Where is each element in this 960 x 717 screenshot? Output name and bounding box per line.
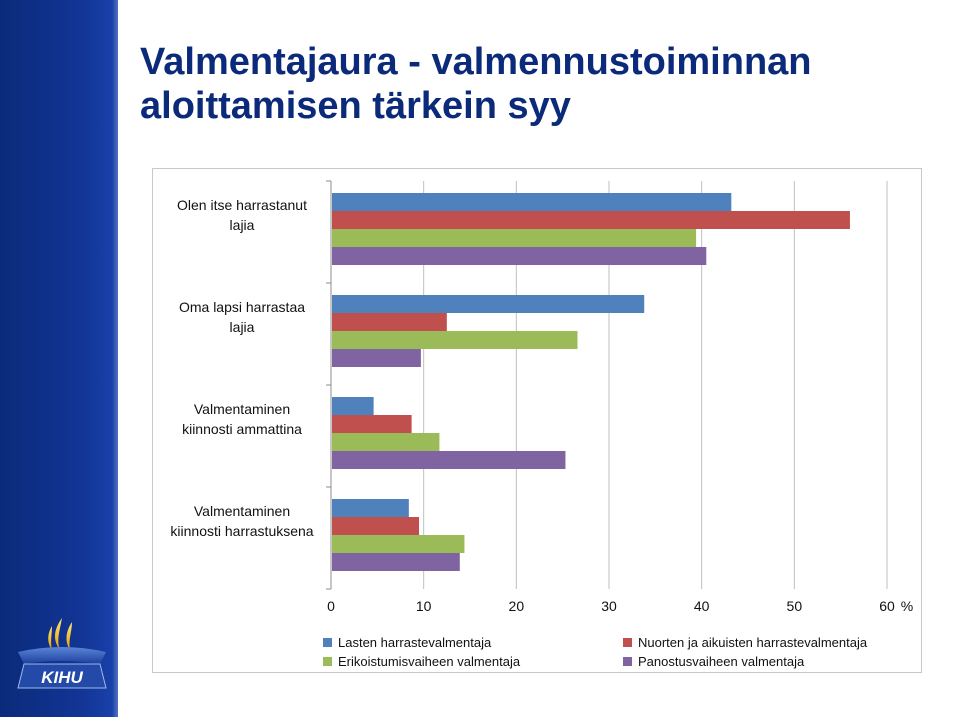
category-label: Olen itse harrastanut lajia — [177, 197, 307, 233]
legend-swatch — [623, 638, 632, 647]
legend-swatch — [323, 657, 332, 666]
bar — [332, 349, 421, 367]
bar — [332, 193, 732, 211]
bar — [332, 499, 409, 517]
bar — [332, 247, 707, 265]
bar-chart: 0 10 20 30 40 50 60% Olen itse harrastanut laj… — [152, 168, 922, 673]
bar — [332, 313, 447, 331]
sidebar-band — [0, 0, 118, 717]
x-axis-unit: % — [901, 598, 913, 614]
legend-label: Nuorten ja aikuisten harrastevalmentaja — [638, 635, 868, 650]
slide-title: Valmentajaura - valmennustoiminnan aloit… — [140, 40, 812, 128]
legend-label: Erikoistumisvaiheen valmentaja — [338, 654, 521, 669]
bar — [332, 331, 578, 349]
x-tick-label: 40 — [694, 598, 710, 614]
legend-item: Nuorten ja aikuisten harrastevalmentaja — [623, 635, 867, 650]
legend-item: Erikoistumisvaiheen valmentaja — [323, 654, 520, 669]
category-label: Oma lapsi harrastaa lajia — [178, 299, 306, 335]
bar — [332, 451, 566, 469]
x-tick-label: 0 — [327, 598, 335, 614]
bar — [332, 229, 697, 247]
bar — [332, 415, 412, 433]
bar — [332, 211, 850, 229]
x-tick-label: 30 — [601, 598, 617, 614]
chart-legend: Lasten harrastevalmentaja Nuorten ja aiku… — [323, 635, 913, 671]
chart-plot: 0 10 20 30 40 50 60% — [326, 180, 913, 614]
legend-swatch — [623, 657, 632, 666]
legend-item: Panostusvaiheen valmentaja — [623, 654, 804, 669]
slide-title-line-1: Valmentajaura - valmennustoiminnan — [140, 41, 812, 83]
kihu-logo-icon: KIHU — [17, 618, 107, 689]
kihu-logo: KIHU — [10, 612, 114, 696]
bar — [332, 397, 374, 415]
bar — [332, 535, 465, 553]
category-label: Valmentaminen kiinnosti harrastuksena — [170, 503, 314, 539]
bar — [332, 295, 645, 313]
legend-label: Panostusvaiheen valmentaja — [638, 654, 805, 669]
legend-swatch — [323, 638, 332, 647]
bar — [332, 553, 460, 571]
legend-item: Lasten harrastevalmentaja — [323, 635, 491, 650]
bar — [332, 433, 440, 451]
slide-title-line-2: aloittamisen tärkein syy — [140, 85, 571, 127]
x-tick-label: 60 — [879, 598, 895, 614]
legend-label: Lasten harrastevalmentaja — [338, 635, 492, 650]
x-tick-label: 50 — [787, 598, 803, 614]
x-tick-label: 20 — [509, 598, 525, 614]
category-label: Valmentaminen kiinnosti ammattina — [182, 401, 302, 437]
x-tick-label: 10 — [416, 598, 432, 614]
bar — [332, 517, 420, 535]
svg-text:KIHU: KIHU — [41, 668, 83, 687]
